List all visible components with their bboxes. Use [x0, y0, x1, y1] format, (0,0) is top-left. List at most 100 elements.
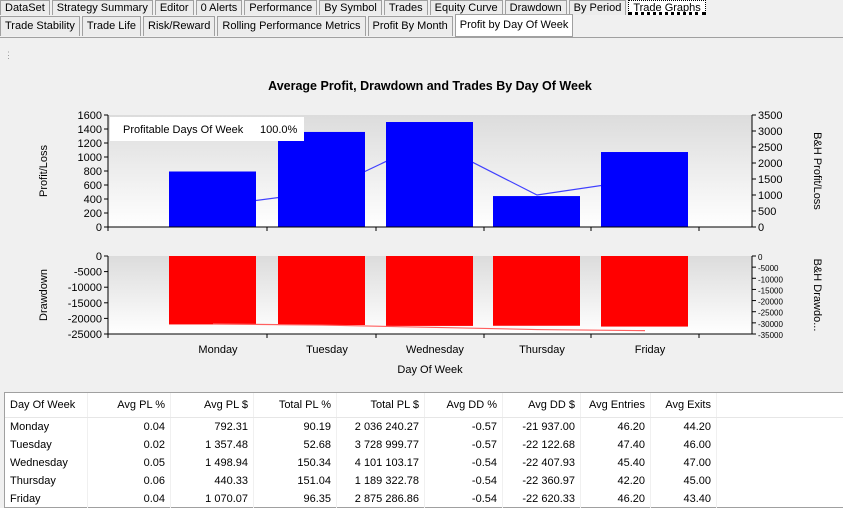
- table-cell: 45.00: [651, 472, 717, 490]
- bar-friday[interactable]: [601, 256, 688, 327]
- bar-overlay: [493, 196, 580, 227]
- tab-dataset[interactable]: DataSet: [0, 0, 50, 15]
- bar-overlay: [601, 152, 688, 227]
- y2-axis-label: B&H Profit/Loss: [811, 132, 823, 210]
- column-header[interactable]: Total PL $: [337, 393, 425, 417]
- bar-tuesday[interactable]: [278, 256, 365, 326]
- table-cell: 1 070.07: [171, 490, 254, 508]
- bar-overlay: [278, 131, 365, 227]
- y-tick-label: 1200: [78, 138, 102, 150]
- chart-title: Average Profit, Drawdown and Trades By D…: [268, 79, 592, 93]
- table-cell: -0.54: [425, 454, 503, 472]
- table-cell: 43.40: [651, 490, 717, 508]
- table-cell: 150.34: [254, 454, 337, 472]
- y2-tick-label: -15000: [758, 286, 783, 295]
- y2-tick-label: 3500: [758, 110, 782, 122]
- x-tick-label: Wednesday: [406, 344, 464, 356]
- table-cell: 1 498.94: [171, 454, 254, 472]
- y2-tick-label: -5000: [758, 264, 779, 273]
- table-cell: 46.00: [651, 436, 717, 454]
- y-tick-label: 0: [96, 222, 102, 234]
- bar-thursday[interactable]: [493, 256, 580, 326]
- column-header[interactable]: Avg Entries: [581, 393, 651, 417]
- table-row[interactable]: Tuesday 0.02 1 357.48 52.68 3 728 999.77 -0.5…: [5, 436, 843, 454]
- bar-monday[interactable]: [169, 256, 256, 325]
- table-cell: 96.35: [254, 490, 337, 508]
- y2-tick-label: 1000: [758, 190, 782, 202]
- column-header[interactable]: Avg DD $: [503, 393, 581, 417]
- y-tick-label: 1600: [78, 110, 102, 122]
- table-cell: 792.31: [171, 418, 254, 436]
- y-tick-label: -10000: [68, 282, 102, 294]
- column-header[interactable]: Day Of Week: [5, 393, 88, 417]
- y-tick-label: -5000: [74, 267, 102, 279]
- table-cell: Thursday: [5, 472, 88, 490]
- column-header[interactable]: Avg Exits: [651, 393, 717, 417]
- y2-tick-label: -30000: [758, 320, 783, 329]
- table-cell: -22 407.93: [503, 454, 581, 472]
- tab-rolling-performance-metrics[interactable]: Rolling Performance Metrics: [217, 16, 366, 36]
- table-row[interactable]: Monday 0.04 792.31 90.19 2 036 240.27 -0.57 -2…: [5, 418, 843, 436]
- table-cell: -21 937.00: [503, 418, 581, 436]
- table-cell: 0.02: [88, 436, 171, 454]
- bar-wednesday[interactable]: [386, 256, 473, 326]
- y2-tick-label: -35000: [758, 331, 783, 340]
- tab-profit-by-month[interactable]: Profit By Month: [367, 16, 453, 36]
- y2-tick-label: -25000: [758, 309, 783, 318]
- table-cell: Monday: [5, 418, 88, 436]
- tab-risk-reward[interactable]: Risk/Reward: [143, 16, 216, 36]
- table-row[interactable]: Thursday 0.06 440.33 151.04 1 189 322.78 -0.5…: [5, 472, 843, 490]
- y2-tick-label: 2000: [758, 158, 782, 170]
- y-tick-label: -20000: [68, 313, 102, 325]
- y-tick-label: 1000: [78, 152, 102, 164]
- table-cell: 0.06: [88, 472, 171, 490]
- x-axis-label: Day Of Week: [397, 364, 463, 376]
- tab-trade-life[interactable]: Trade Life: [81, 16, 142, 36]
- sub-tabs: Trade Stability Trade Life Risk/Reward Roll…: [0, 14, 575, 37]
- table-cell: 2 875 286.86: [337, 490, 425, 508]
- table-cell: 46.20: [581, 490, 651, 508]
- tab-editor[interactable]: Editor: [154, 0, 194, 15]
- y-tick-label: 400: [84, 194, 102, 206]
- tab-profit-by-day-of-week[interactable]: Profit by Day Of Week: [454, 14, 574, 37]
- x-tick-label: Monday: [198, 344, 238, 356]
- x-tick-label: Thursday: [519, 344, 565, 356]
- tab-trades[interactable]: Trades: [383, 0, 428, 15]
- column-header[interactable]: Avg PL %: [88, 393, 171, 417]
- tab-equity-curve[interactable]: Equity Curve: [429, 0, 503, 15]
- column-header[interactable]: Avg PL $: [171, 393, 254, 417]
- table-cell: 151.04: [254, 472, 337, 490]
- y-tick-label: -25000: [68, 329, 102, 341]
- tab-trade-graphs[interactable]: Trade Graphs: [628, 0, 706, 15]
- y-axis-label: Drawdown: [38, 269, 50, 321]
- table-cell: 1 357.48: [171, 436, 254, 454]
- bh-line: [212, 323, 646, 332]
- table-cell: -22 360.97: [503, 472, 581, 490]
- tab-trade-stability[interactable]: Trade Stability: [0, 16, 80, 36]
- y2-tick-label: 0: [758, 222, 764, 234]
- table-cell: Friday: [5, 490, 88, 508]
- chart-panel: Average Profit, Drawdown and Trades By D…: [0, 37, 843, 391]
- grip-icon: ⋮: [4, 50, 13, 60]
- tab-drawdown[interactable]: Drawdown: [504, 0, 567, 15]
- chart: Average Profit, Drawdown and Trades By D…: [4, 50, 823, 376]
- tab-strategy-summary[interactable]: Strategy Summary: [51, 0, 153, 15]
- table-cell: 46.20: [581, 418, 651, 436]
- table-cell: 0.05: [88, 454, 171, 472]
- table-cell: 47.40: [581, 436, 651, 454]
- column-header[interactable]: Avg DD %: [425, 393, 503, 417]
- y2-tick-label: 1500: [758, 174, 782, 186]
- profitable-days-label: Profitable Days Of Week: [123, 124, 244, 136]
- table-cell: 52.68: [254, 436, 337, 454]
- table-row[interactable]: Wednesday 0.05 1 498.94 150.34 4 101 103.17-…: [5, 454, 843, 472]
- column-header[interactable]: Total PL %: [254, 393, 337, 417]
- table-cell: 47.00: [651, 454, 717, 472]
- table-cell: Wednesday: [5, 454, 88, 472]
- table-row[interactable]: Friday 0.04 1 070.07 96.35 2 875 286.86 -0.54…: [5, 490, 843, 508]
- tab-by-period[interactable]: By Period: [568, 0, 627, 15]
- tab-performance[interactable]: Performance: [244, 0, 318, 15]
- tab-by-symbol[interactable]: By Symbol: [319, 0, 382, 15]
- table-cell: 4 101 103.17: [337, 454, 425, 472]
- y2-tick-label: 0: [758, 253, 763, 262]
- tab-0-alerts[interactable]: 0 Alerts: [195, 0, 243, 15]
